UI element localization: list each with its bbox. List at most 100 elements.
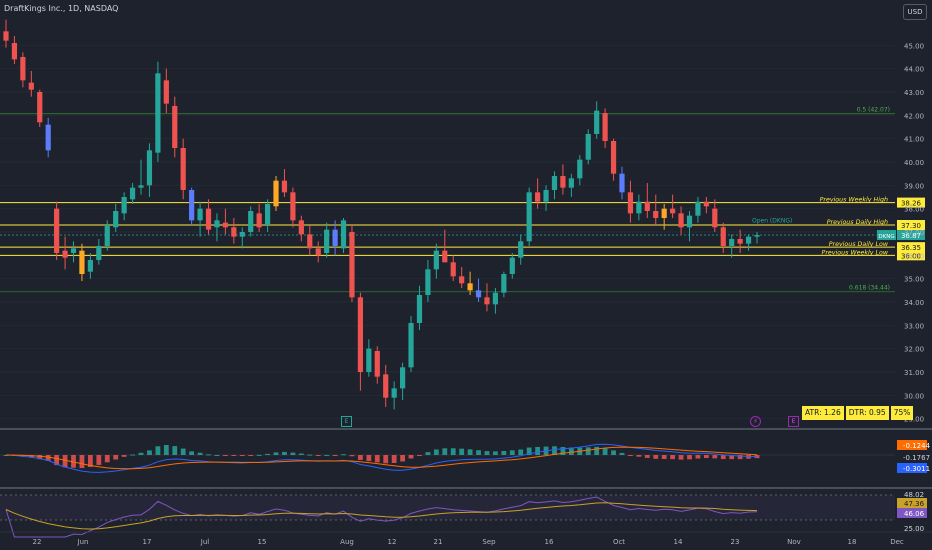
candle-body xyxy=(138,185,144,188)
earnings-event-icon[interactable]: E xyxy=(341,416,352,427)
candle-body xyxy=(28,82,34,90)
candle xyxy=(644,183,650,218)
price-tick-label: 44.00 xyxy=(904,66,924,74)
candle xyxy=(686,211,693,242)
candle xyxy=(189,187,195,225)
candle xyxy=(79,243,85,281)
candle xyxy=(433,243,439,279)
candle xyxy=(518,234,524,265)
candle-body xyxy=(678,213,684,228)
candle-body xyxy=(189,190,195,221)
candle-body xyxy=(484,297,490,305)
price-tick-label: 37.00 xyxy=(904,229,924,237)
macd-histogram-bar xyxy=(568,447,574,455)
macd-histogram-bar xyxy=(712,455,718,459)
candle-body xyxy=(37,92,43,123)
candle-body xyxy=(450,262,456,277)
candle xyxy=(231,218,237,244)
candle-body xyxy=(307,234,313,249)
candle-body xyxy=(661,208,667,218)
candle-body xyxy=(231,227,237,237)
candle xyxy=(155,61,161,162)
time-tick-label: 18 xyxy=(848,538,857,546)
candle-body xyxy=(180,148,186,190)
candle-body xyxy=(374,351,380,377)
candle xyxy=(543,185,549,211)
candle xyxy=(729,234,735,258)
candle xyxy=(636,194,642,221)
time-tick-label: Oct xyxy=(613,538,625,546)
price-tick-label: 31.00 xyxy=(904,369,924,377)
candle-body xyxy=(214,220,220,228)
candle xyxy=(214,213,220,242)
candle-body xyxy=(281,180,288,193)
candle xyxy=(315,241,321,263)
candle xyxy=(290,187,296,228)
macd-value-badge xyxy=(897,440,927,450)
candle xyxy=(560,164,566,195)
symbol-badge-label: DKNG xyxy=(878,234,894,240)
candle-body xyxy=(121,197,127,214)
macd-histogram-bar xyxy=(197,452,203,455)
candle xyxy=(357,292,364,391)
price-tick-label: 33.00 xyxy=(904,322,924,330)
candle xyxy=(248,206,254,237)
candle-body xyxy=(442,250,448,263)
candle xyxy=(163,68,169,113)
macd-histogram-bar xyxy=(501,451,507,455)
candle-body xyxy=(501,274,507,293)
macd-histogram-bar xyxy=(400,455,405,462)
candle xyxy=(670,194,676,218)
candle-body xyxy=(535,192,541,202)
time-axis[interactable]: 22 Jun 17 Jul 15 Aug 12 21 Sep 16 Oct 14 23 Nov 18 Dec xyxy=(0,531,932,546)
macd-histogram-bar xyxy=(239,455,245,456)
candle-body xyxy=(543,190,549,202)
price-tick-label: 29.00 xyxy=(904,416,924,424)
candle-body xyxy=(256,213,262,228)
candle xyxy=(459,267,465,288)
macd-histogram-bar xyxy=(62,455,68,468)
time-tick-label: Jul xyxy=(200,538,210,546)
candle xyxy=(745,234,752,251)
price-axis[interactable]: 45.00 44.00 43.00 42.00 41.00 40.00 39.00 38.00… xyxy=(904,42,924,423)
earnings-event-icon-upcoming[interactable]: E xyxy=(788,416,799,427)
candle xyxy=(129,183,136,204)
candle-body xyxy=(475,290,482,298)
macd-histogram-bar xyxy=(425,452,431,455)
candle xyxy=(28,71,34,97)
candle-body xyxy=(172,106,178,148)
candle-body xyxy=(526,192,532,242)
candle-body xyxy=(627,192,634,214)
macd-histogram-bar xyxy=(155,446,161,455)
dividend-event-icon[interactable]: ⚡ xyxy=(750,416,761,427)
candle-body xyxy=(62,250,68,258)
candle-body xyxy=(416,295,423,323)
macd-histogram-bar xyxy=(282,451,287,455)
macd-histogram-bar xyxy=(214,454,220,456)
macd-histogram-bar xyxy=(661,455,667,460)
macd-histogram-bar xyxy=(467,449,473,455)
candle-body xyxy=(155,73,161,153)
macd-histogram-bar xyxy=(130,454,135,456)
candle-body xyxy=(239,232,245,237)
time-tick-label: Nov xyxy=(787,538,801,546)
macd-histogram-bar xyxy=(231,455,237,456)
candle xyxy=(180,138,186,200)
macd-histogram-bar xyxy=(754,455,760,459)
currency-button[interactable]: USD xyxy=(903,4,927,20)
macd-histogram-bar xyxy=(594,446,600,455)
candle xyxy=(703,197,709,214)
macd-histogram-bar xyxy=(332,455,338,456)
candle-body xyxy=(703,201,709,207)
candle xyxy=(425,260,431,302)
candle xyxy=(442,229,448,263)
candle xyxy=(585,129,591,165)
candle xyxy=(104,220,110,251)
candle xyxy=(281,169,288,197)
candle-body xyxy=(332,229,338,246)
rsi-value-label: 48.02 xyxy=(904,491,924,499)
macd-histogram-bar xyxy=(374,455,380,463)
candle xyxy=(492,288,499,314)
